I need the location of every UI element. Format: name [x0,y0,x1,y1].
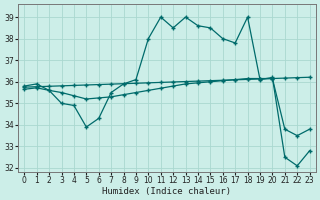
X-axis label: Humidex (Indice chaleur): Humidex (Indice chaleur) [102,187,231,196]
